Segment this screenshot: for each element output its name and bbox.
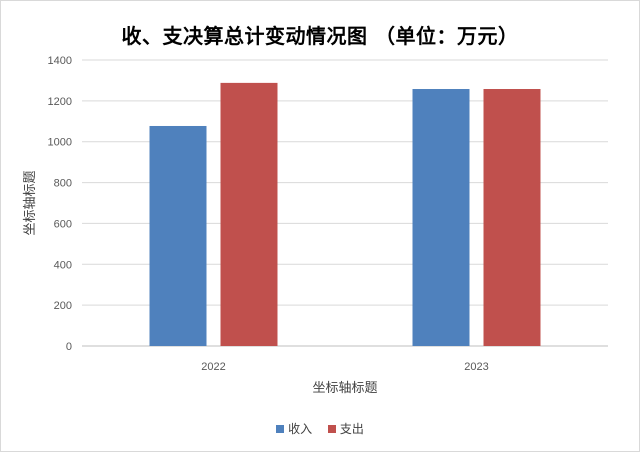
y-tick-label: 0 <box>66 341 72 353</box>
y-tick-label: 400 <box>54 259 72 271</box>
legend-item-expense: 支出 <box>327 420 364 437</box>
legend: 收入 支出 <box>0 420 640 437</box>
legend-label-income: 收入 <box>288 422 313 436</box>
y-tick-label: 1400 <box>48 55 72 67</box>
y-axis-tick-labels: 0 200 400 600 800 1000 1200 1400 <box>48 55 72 353</box>
bar-income-2023 <box>412 89 470 346</box>
bar-income-2022 <box>149 125 207 346</box>
y-tick-label: 1000 <box>48 137 72 149</box>
x-axis-title: 坐标轴标题 <box>312 381 377 396</box>
legend-swatch-expense <box>327 425 336 433</box>
chart-title: 收、支决算总计变动情况图 （单位：万元） <box>121 24 519 48</box>
y-axis-title: 坐标轴标题 <box>23 170 38 235</box>
legend-swatch-income <box>276 425 285 433</box>
y-tick-label: 600 <box>54 218 72 230</box>
bar-expense-2023 <box>483 89 541 346</box>
y-tick-label: 200 <box>54 300 72 312</box>
y-tick-label: 800 <box>54 178 72 190</box>
legend-label-expense: 支出 <box>339 422 364 436</box>
bar-expense-2022 <box>220 82 278 346</box>
x-tick-label: 2022 <box>201 361 225 373</box>
y-tick-label: 1200 <box>48 96 72 108</box>
x-axis-tick-labels: 2022 2023 <box>201 361 488 373</box>
legend-item-income: 收入 <box>276 420 312 437</box>
x-tick-label: 2023 <box>464 361 488 373</box>
bars <box>149 82 541 346</box>
